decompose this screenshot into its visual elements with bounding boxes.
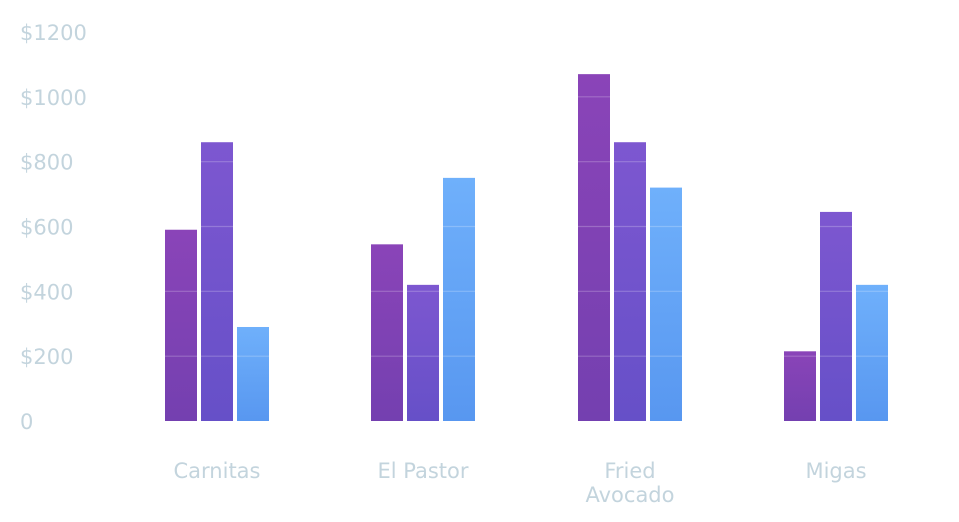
x-tick-line: Migas [805,459,866,483]
y-tick-label: $1200 [20,21,87,45]
y-tick-label: $400 [20,280,73,304]
gridlines-group [150,31,900,357]
bar [407,284,439,421]
y-tick-label: $600 [20,216,73,240]
x-tick-label: Fried Avocado [585,459,674,507]
bars-group [165,74,888,422]
y-tick-label: 0 [20,410,33,434]
bar [237,326,269,421]
x-tick-label: El Pastor [377,459,468,483]
x-tick-line: Avocado [585,483,674,507]
bar [165,229,197,421]
bar [784,351,816,421]
x-tick-label: Carnitas [174,459,261,483]
x-tick-label: Migas [805,459,866,483]
bar [650,187,682,421]
y-tick-label: $200 [20,345,73,369]
bar [578,74,610,422]
bar [371,244,403,421]
bar [614,142,646,421]
bar [820,211,852,421]
x-axis: Carnitas El Pastor Fried Avocado Migas [174,459,867,507]
x-tick-line: El Pastor [377,459,468,483]
bar [856,284,888,421]
bar [443,177,475,421]
x-tick-line: Carnitas [174,459,261,483]
y-axis: 0 $200 $400 $600 $800 $1000 $1200 [20,21,87,434]
bar [201,142,233,421]
x-tick-line: Fried [604,459,655,483]
y-tick-label: $800 [20,151,73,175]
y-tick-label: $1000 [20,86,87,110]
